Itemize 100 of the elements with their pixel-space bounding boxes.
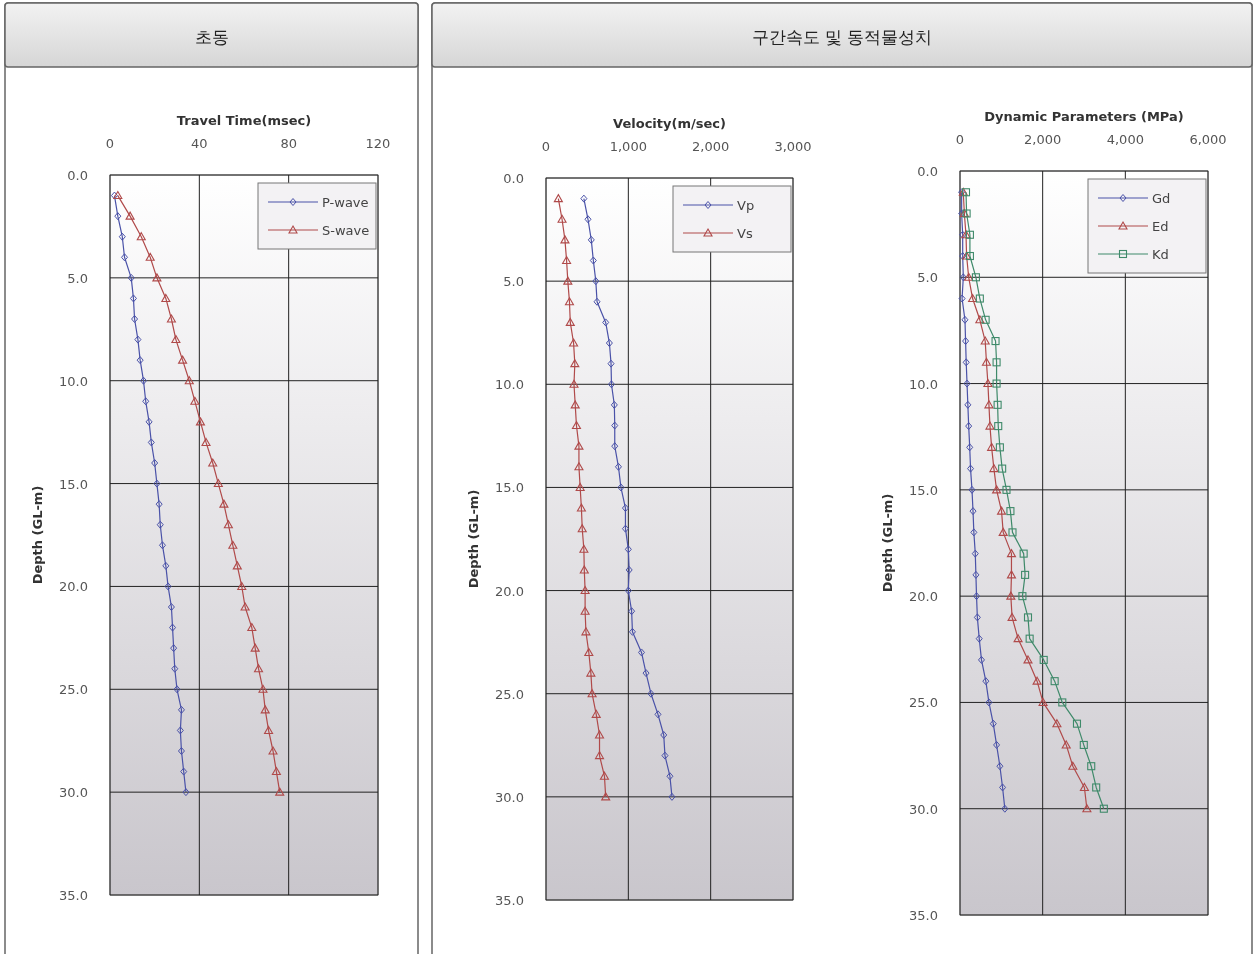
- point: [995, 443, 1004, 452]
- point: [553, 194, 563, 203]
- point: [1019, 549, 1028, 558]
- point: [182, 788, 190, 797]
- point: [580, 194, 588, 203]
- point: [1032, 676, 1042, 685]
- point: [1038, 697, 1048, 706]
- y-tick-label: 10.0: [59, 373, 88, 389]
- point: [959, 230, 967, 239]
- point: [1039, 655, 1048, 664]
- point: [968, 485, 976, 494]
- point: [260, 705, 270, 714]
- x-tick-label: 6,000: [1189, 132, 1227, 147]
- point: [1021, 570, 1030, 579]
- point: [975, 315, 985, 324]
- y-tick-label: 35.0: [59, 888, 88, 903]
- point: [164, 582, 172, 591]
- point: [962, 337, 970, 346]
- point: [996, 762, 1004, 771]
- point: [170, 644, 178, 653]
- point: [247, 623, 257, 632]
- point: [155, 500, 163, 509]
- point: [121, 253, 129, 262]
- point: [964, 400, 972, 409]
- y-tick-label: 10.0: [495, 377, 524, 393]
- point: [145, 252, 155, 261]
- point: [176, 726, 184, 735]
- point: [571, 420, 582, 430]
- point: [563, 276, 573, 285]
- point: [994, 422, 1003, 431]
- point: [574, 441, 584, 450]
- point: [156, 520, 164, 529]
- point: [1079, 782, 1089, 792]
- point: [965, 422, 973, 431]
- point: [983, 379, 993, 388]
- y-tick-label: 25.0: [495, 686, 524, 702]
- point: [167, 603, 175, 611]
- legend-label: Vs: [737, 226, 753, 241]
- x-tick-label: 3,000: [774, 139, 812, 154]
- x-tick-label: 0: [955, 132, 965, 147]
- point: [611, 421, 619, 430]
- y-tick-label: 25.0: [59, 682, 88, 698]
- point: [968, 293, 978, 303]
- point: [584, 215, 592, 224]
- point: [959, 252, 967, 261]
- y-axis-title: Depth (GL-m): [880, 493, 895, 593]
- point: [628, 627, 636, 636]
- point: [576, 503, 586, 512]
- point: [1007, 612, 1017, 621]
- y-tick-label: 10.0: [909, 376, 938, 392]
- point: [980, 336, 990, 345]
- point: [223, 520, 233, 529]
- x-tick-label: 120: [365, 136, 391, 151]
- point: [981, 315, 990, 324]
- point: [169, 623, 177, 632]
- point: [621, 524, 629, 533]
- point: [984, 400, 994, 409]
- point: [565, 317, 575, 326]
- point: [557, 214, 567, 223]
- point: [985, 698, 993, 707]
- point: [1025, 634, 1034, 643]
- point: [959, 273, 967, 282]
- point: [560, 235, 570, 244]
- chart-title: 초동: [194, 27, 229, 47]
- x-tick-label: 0: [541, 139, 551, 154]
- point: [647, 689, 655, 698]
- point: [624, 545, 632, 554]
- point: [970, 528, 978, 537]
- point: [579, 544, 589, 553]
- point: [1050, 677, 1059, 686]
- point: [195, 417, 205, 426]
- point: [180, 767, 188, 776]
- point: [136, 232, 146, 241]
- point: [628, 607, 636, 616]
- point: [592, 277, 600, 286]
- y-tick-label: 20.0: [59, 579, 88, 595]
- point: [574, 462, 584, 471]
- point: [114, 212, 122, 221]
- legend-label: Ed: [1152, 219, 1169, 234]
- legend-label: Gd: [1152, 191, 1171, 206]
- point: [992, 358, 1001, 367]
- point: [177, 747, 185, 755]
- point: [271, 767, 281, 776]
- point: [580, 606, 590, 615]
- point: [996, 506, 1007, 515]
- point: [1006, 570, 1017, 579]
- point: [660, 730, 668, 739]
- point: [1061, 740, 1071, 749]
- point: [965, 230, 974, 239]
- point: [1006, 591, 1016, 600]
- point: [987, 442, 997, 451]
- point: [125, 211, 135, 220]
- point: [963, 379, 971, 388]
- point: [611, 442, 619, 451]
- point: [171, 335, 181, 344]
- y-axis-title: Depth (GL-m): [466, 489, 481, 589]
- point: [654, 710, 662, 719]
- point: [1001, 804, 1009, 813]
- text: 구간속도 및 동적물성치: [751, 27, 933, 47]
- point: [617, 483, 625, 492]
